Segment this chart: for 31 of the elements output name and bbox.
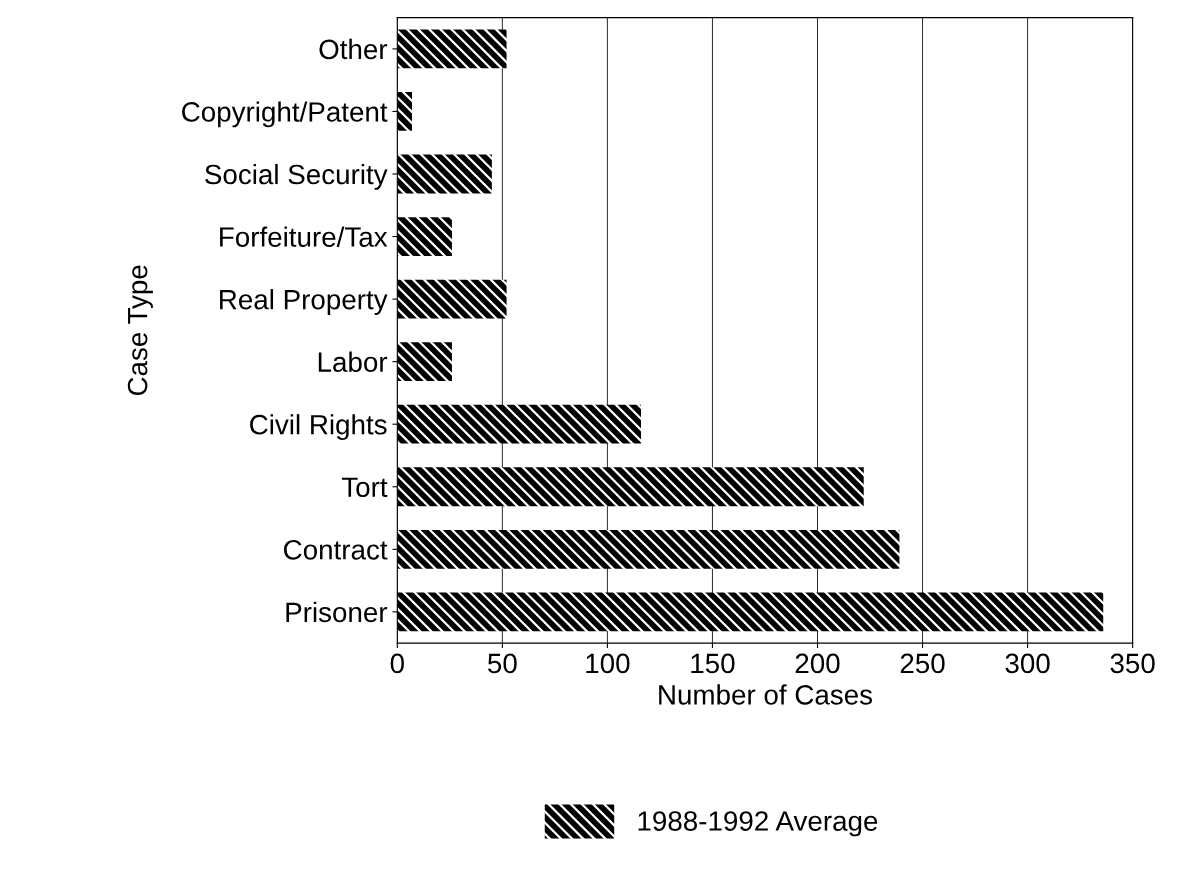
bar — [397, 217, 452, 256]
x-tick-label: 50 — [488, 653, 517, 674]
bar — [397, 154, 492, 194]
y-tick-label: Other — [319, 38, 388, 60]
x-tick-label: 300 — [1005, 653, 1050, 674]
y-axis-title: Case Type — [127, 265, 153, 396]
bar — [397, 92, 413, 131]
bar — [397, 467, 864, 507]
y-tick-label: Copyright/Patent — [182, 101, 388, 128]
y-tick-label: Labor — [318, 351, 388, 372]
bar — [397, 29, 507, 69]
y-tick-label: Contract — [284, 539, 388, 560]
legend-label: 1988-1992 Average — [638, 811, 878, 837]
x-tick-label: 100 — [586, 653, 630, 674]
y-tick-label: Forfeiture/Tax — [220, 226, 388, 247]
y-tick-label: Prisoner — [286, 601, 388, 623]
y-tick-label: Civil Rights — [250, 414, 387, 441]
bar — [397, 342, 452, 382]
x-axis-title: Number of Cases — [659, 684, 873, 705]
y-tick-label: Tort — [341, 477, 388, 498]
x-tick-label: 200 — [795, 653, 840, 674]
y-tick-label: Real Property — [220, 289, 388, 315]
bar — [397, 529, 900, 569]
x-tick-label: 0 — [390, 653, 404, 674]
x-tick-label: 250 — [900, 653, 945, 674]
bar — [397, 279, 507, 319]
x-tick-label: 150 — [691, 653, 735, 674]
y-tick-label: Social Security — [205, 163, 388, 190]
bar — [397, 592, 1104, 632]
bar — [397, 404, 642, 444]
x-tick-label: 350 — [1110, 653, 1155, 674]
